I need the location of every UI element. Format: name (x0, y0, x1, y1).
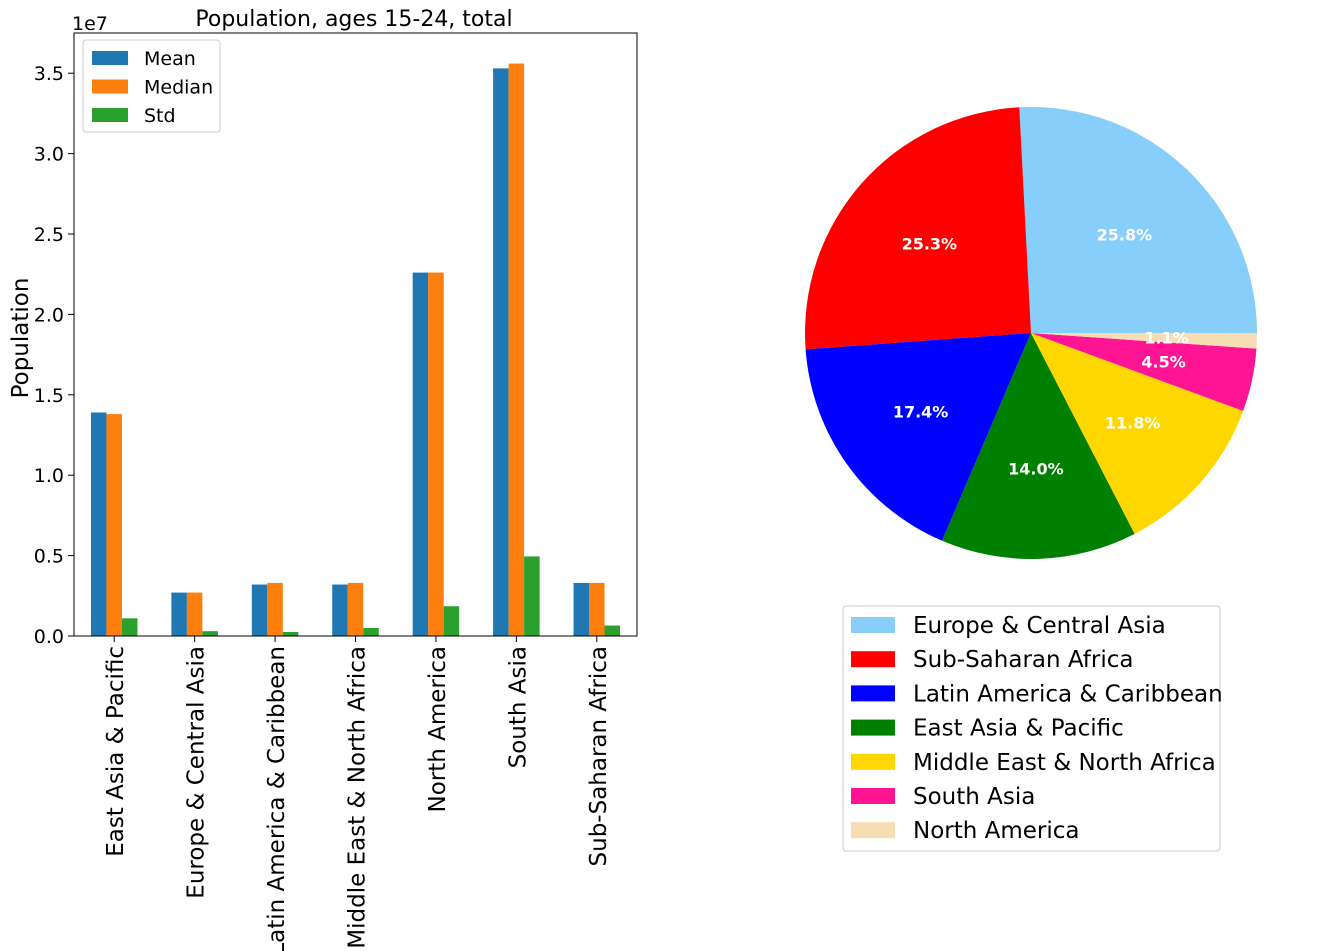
y-tick-label: 2.0 (34, 304, 64, 326)
pie-pct-label-5: 4.5% (1141, 352, 1185, 371)
bar-mean-3 (332, 584, 348, 636)
legend-swatch-median (92, 79, 128, 94)
x-tick-label: Middle East & North Africa (345, 646, 371, 949)
bar-std-1 (202, 631, 218, 636)
pie-legend-swatch-0 (851, 617, 895, 633)
pie-legend-swatch-5 (851, 788, 895, 804)
pie-slice-3 (942, 333, 1135, 560)
legend-swatch-mean (92, 51, 128, 65)
pie-pct-label-3: 14.0% (1008, 460, 1064, 479)
bar-chart-title: Population, ages 15-24, total (195, 7, 512, 32)
bar-chart: Population, ages 15-24, total 1e7 Popula… (8, 7, 638, 951)
bar-median-2 (267, 582, 283, 636)
bar-mean-0 (90, 412, 107, 636)
x-tick-label: East Asia & Pacific (103, 646, 129, 857)
bar-std-4 (443, 606, 460, 636)
x-tick-label: North America (425, 646, 451, 813)
legend-label-std: Std (144, 105, 176, 127)
legend-label-median: Median (144, 77, 213, 99)
pie-slice-2 (805, 333, 1031, 541)
x-tick-label: Sub-Saharan Africa (586, 646, 612, 866)
pie-slice-0 (1019, 107, 1257, 333)
y-tick-label: 0.5 (34, 546, 64, 568)
pie-slices (805, 107, 1257, 560)
pie-pct-label-1: 25.3% (902, 234, 958, 253)
pie-pct-label-2: 17.4% (893, 403, 949, 422)
bar-std-6 (604, 625, 621, 636)
y-axis-ticks: 0.0 0.5 1.0 1.5 2.0 2.5 3.0 3.5 (34, 63, 74, 648)
y-tick-label: 3.0 (34, 144, 64, 166)
pie-slice-4 (1031, 333, 1244, 534)
y-scale-label: 1e7 (72, 13, 108, 35)
bar-median-1 (186, 592, 203, 636)
pie-labels: 25.8% 25.3% 17.4% 14.0% 11.8% 4.5% 1.1% (893, 226, 1189, 479)
pie-pct-label-0: 25.8% (1097, 226, 1153, 245)
pie-legend-label-4: Middle East & North Africa (913, 750, 1216, 776)
pie-legend-swatch-2 (851, 685, 895, 702)
x-tick-label: Latin America & Caribbean (264, 646, 290, 951)
bars (90, 63, 621, 637)
bar-median-5 (508, 63, 525, 636)
bar-mean-6 (573, 582, 590, 636)
y-tick-label: 1.0 (34, 465, 64, 487)
pie-slice-1 (805, 107, 1031, 350)
pie-chart: 25.8% 25.3% 17.4% 14.0% 11.8% 4.5% 1.1% (805, 107, 1257, 560)
pie-slice-6 (1031, 333, 1257, 349)
pie-legend-label-1: Sub-Saharan Africa (913, 647, 1133, 673)
bar-median-3 (347, 582, 364, 636)
pie-pct-label-6: 1.1% (1144, 329, 1188, 348)
bar-std-5 (524, 556, 540, 636)
y-tick-label: 0.0 (34, 626, 64, 648)
plot-frame (73, 32, 638, 637)
y-tick-label: 1.5 (34, 385, 64, 407)
x-tick-label: Europe & Central Asia (184, 646, 210, 899)
bar-median-6 (589, 582, 605, 636)
y-axis-label: Population (8, 278, 34, 399)
x-axis-ticks: East Asia & Pacific Europe & Central Asia… (103, 636, 612, 951)
pie-legend-box (842, 605, 1221, 852)
pie-legend-label-2: Latin America & Caribbean (913, 681, 1223, 707)
bar-median-0 (106, 414, 122, 636)
pie-slice-5 (1031, 333, 1257, 411)
bar-std-0 (121, 618, 138, 636)
bar-std-2 (282, 631, 299, 636)
pie-legend-swatch-1 (851, 651, 895, 668)
pie-legend-label-5: South Asia (913, 784, 1035, 810)
pie-legend-label-0: Europe & Central Asia (913, 613, 1166, 639)
y-tick-label: 3.5 (34, 63, 64, 85)
pie-legend-swatch-3 (851, 719, 895, 736)
pie-legend-label-3: East Asia & Pacific (913, 716, 1124, 742)
bar-mean-1 (171, 592, 187, 636)
pie-legend-label-6: North America (913, 818, 1080, 844)
pie-legend-swatch-4 (851, 753, 895, 770)
bar-mean-2 (251, 584, 268, 636)
pie-legend-swatch-6 (851, 822, 895, 839)
bar-std-3 (363, 627, 379, 636)
x-tick-label: South Asia (505, 646, 531, 768)
legend-swatch-std (92, 108, 128, 122)
bar-mean-5 (493, 68, 509, 637)
y-tick-label: 2.5 (34, 224, 64, 246)
legend-label-mean: Mean (144, 48, 196, 70)
pie-pct-label-4: 11.8% (1105, 414, 1161, 433)
bar-legend: Mean Median Std (82, 39, 221, 133)
bar-median-4 (428, 272, 444, 636)
pie-legend: Europe & Central Asia Sub-Saharan Africa L… (842, 605, 1223, 852)
bar-mean-4 (412, 272, 429, 636)
